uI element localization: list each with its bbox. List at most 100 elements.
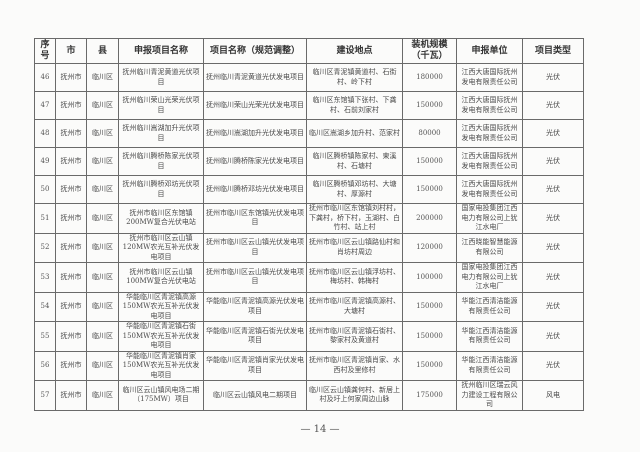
project-table: 序号市县申报项目名称 项目名称（规范调整） 建设地点 装机规模（千瓦） 申报单位 项目类型… — [34, 38, 584, 411]
cell-applicant: 华能江西清洁能源有限责任公司 — [456, 321, 523, 352]
cell-seq: 51 — [34, 203, 56, 234]
cell-declared-name: 华能临川区青泥镇高源150MW农光互补光伏发电项目 — [118, 291, 204, 322]
header-location: 建设地点 — [306, 38, 403, 64]
cell-project-name: 抚州临川腾桥邓坊光伏发电项目 — [203, 175, 307, 204]
cell-applicant: 江西大唐国际抚州发电有限责任公司 — [456, 91, 523, 120]
cell-seq: 46 — [34, 63, 56, 92]
cell-declared-name: 抚州临川腾桥邓坊光伏项目 — [118, 175, 204, 204]
table-row: 54 抚州市 临川区 华能临川区青泥镇高源150MW农光互补光伏发电项目 华能临川区青泥… — [34, 291, 584, 322]
cell-type: 光伏 — [522, 91, 584, 120]
cell-seq: 50 — [34, 175, 56, 204]
cell-location: 临川区腾桥镇陈家村、東溪村、石塘村 — [306, 147, 403, 176]
cell-seq: 52 — [34, 232, 56, 263]
cell-declared-name: 抚州市临川区东馆镇200MW复合光伏电站 — [118, 203, 204, 234]
cell-location: 抚州市临川区云山镇路仙村和肖坊村周边 — [306, 232, 403, 263]
cell-city: 抚州市 — [55, 262, 87, 293]
header-city: 市 — [55, 38, 87, 64]
header-applicant: 申报单位 — [456, 38, 523, 64]
cell-location: 抚州市临川区青泥镇肖家、水西村及里修村 — [306, 350, 403, 381]
cell-project-name: 抚州临川腾桥陈家光伏发电项目 — [203, 147, 307, 176]
cell-capacity: 150000 — [402, 291, 457, 322]
cell-city: 抚州市 — [55, 291, 87, 322]
cell-county: 临川区 — [86, 380, 119, 411]
cell-seq: 49 — [34, 147, 56, 176]
cell-declared-name: 抚州临川嵩湖加升光伏项目 — [118, 119, 204, 148]
cell-capacity: 150000 — [402, 350, 457, 381]
cell-seq: 47 — [34, 91, 56, 120]
cell-capacity: 150000 — [402, 175, 457, 204]
cell-project-name: 抚州市临川区东馆镇光伏发电项目 — [203, 203, 307, 234]
header-declared-name: 申报项目名称 — [118, 38, 204, 64]
cell-county: 临川区 — [86, 119, 119, 148]
cell-seq: 53 — [34, 262, 56, 293]
table-row: 50 抚州市 临川区 抚州临川腾桥邓坊光伏项目 抚州临川腾桥邓坊光伏发电项目 临川区腾桥镇… — [34, 175, 584, 204]
cell-applicant: 江西晓能智慧能源有限公司 — [456, 232, 523, 263]
cell-type: 光伏 — [522, 63, 584, 92]
cell-declared-name: 抚州临川腾桥陈家光伏项目 — [118, 147, 204, 176]
header-county: 县 — [86, 38, 119, 64]
cell-seq: 57 — [34, 380, 56, 411]
cell-type: 光伏 — [522, 291, 584, 322]
cell-county: 临川区 — [86, 147, 119, 176]
cell-applicant: 江西大唐国际抚州发电有限责任公司 — [456, 147, 523, 176]
cell-project-name: 华能临川区青泥镇肖家光伏发电项目 — [203, 350, 307, 381]
cell-city: 抚州市 — [55, 91, 87, 120]
cell-type: 光伏 — [522, 232, 584, 263]
cell-type: 风电 — [522, 380, 584, 411]
table-row: 52 抚州市 临川区 抚州市临川区云山镇120MW农光互补光伏发电项目 抚州市临川区云山… — [34, 232, 584, 263]
table-row: 47 抚州市 临川区 抚州临川荣山光荣光伏项目 抚州临川荣山光荣光伏发电项目 临川区东馆镇… — [34, 91, 584, 120]
cell-capacity: 120000 — [402, 232, 457, 263]
header-seq: 序号 — [34, 38, 56, 64]
cell-capacity: 175000 — [402, 380, 457, 411]
cell-capacity: 80000 — [402, 119, 457, 148]
table-row: 55 抚州市 临川区 华能临川区青泥镇石街150MW农光互补光伏发电项目 华能临川区青泥… — [34, 321, 584, 352]
cell-location: 临川区青泥镇黄道村、石街村、岭下村 — [306, 63, 403, 92]
cell-seq: 55 — [34, 321, 56, 352]
cell-city: 抚州市 — [55, 119, 87, 148]
cell-applicant: 江西大唐国际抚州发电有限责任公司 — [456, 175, 523, 204]
cell-project-name: 华能临川区青泥镇石街光伏发电项目 — [203, 321, 307, 352]
cell-county: 临川区 — [86, 175, 119, 204]
cell-seq: 48 — [34, 119, 56, 148]
cell-seq: 54 — [34, 291, 56, 322]
header-type: 项目类型 — [522, 38, 584, 64]
cell-type: 光伏 — [522, 119, 584, 148]
cell-project-name: 临川区云山镇风电二期项目 — [203, 380, 307, 411]
page-number: — 14 — — [300, 424, 340, 435]
cell-city: 抚州市 — [55, 232, 87, 263]
cell-location: 临川区嵩湖乡加升村、范家村 — [306, 119, 403, 148]
cell-project-name: 华能临川区青泥镇高源光伏发电项目 — [203, 291, 307, 322]
cell-location: 抚州市临川区云山镇浮坊村、梅坊村、韩梅村 — [306, 262, 403, 293]
cell-type: 光伏 — [522, 262, 584, 293]
cell-capacity: 150000 — [402, 91, 457, 120]
table-row: 46 抚州市 临川区 抚州临川青泥黄道光伏项目 抚州临川青泥黄道光伏发电项目 临川区青泥镇… — [34, 63, 584, 92]
table-body: 46 抚州市 临川区 抚州临川青泥黄道光伏项目 抚州临川青泥黄道光伏发电项目 临川区青泥镇… — [34, 63, 584, 411]
cell-applicant: 华能江西清洁能源有限责任公司 — [456, 350, 523, 381]
header-row: 序号市县申报项目名称 项目名称（规范调整） 建设地点 装机规模（千瓦） 申报单位 项目类型 — [34, 38, 584, 64]
table-row: 56 抚州市 临川区 华能临川区青泥镇肖家150MW农光互补光伏发电项目 华能临川区青泥… — [34, 350, 584, 381]
cell-project-name: 抚州临川荣山光荣光伏发电项目 — [203, 91, 307, 120]
cell-capacity: 100000 — [402, 262, 457, 293]
cell-city: 抚州市 — [55, 380, 87, 411]
cell-city: 抚州市 — [55, 203, 87, 234]
cell-capacity: 200000 — [402, 203, 457, 234]
cell-city: 抚州市 — [55, 63, 87, 92]
cell-location: 临川区东馆镇下张村、下龚村、石前刘家村 — [306, 91, 403, 120]
cell-city: 抚州市 — [55, 147, 87, 176]
cell-declared-name: 抚州市临川区云山镇120MW农光互补光伏发电项目 — [118, 232, 204, 263]
cell-county: 临川区 — [86, 321, 119, 352]
cell-county: 临川区 — [86, 91, 119, 120]
cell-applicant: 抚州临川区瑞云风力建设工程有限公司 — [456, 380, 523, 411]
header-project-name: 项目名称（规范调整） — [203, 38, 307, 64]
table-row: 51 抚州市 临川区 抚州市临川区东馆镇200MW复合光伏电站 抚州市临川区东馆镇光伏发… — [34, 203, 584, 234]
cell-type: 光伏 — [522, 147, 584, 176]
cell-applicant: 国家电投集团江西电力有限公司上犹江水电厂 — [456, 262, 523, 293]
cell-type: 光伏 — [522, 203, 584, 234]
cell-declared-name: 抚州临川青泥黄道光伏项目 — [118, 63, 204, 92]
cell-declared-name: 华能临川区青泥镇石街150MW农光互补光伏发电项目 — [118, 321, 204, 352]
cell-declared-name: 临川区云山镇风电场二期（175MW）项目 — [118, 380, 204, 411]
cell-county: 临川区 — [86, 291, 119, 322]
table-row: 57 抚州市 临川区 临川区云山镇风电场二期（175MW）项目 临川区云山镇风电二期项目… — [34, 380, 584, 411]
cell-type: 光伏 — [522, 175, 584, 204]
cell-capacity: 150000 — [402, 147, 457, 176]
